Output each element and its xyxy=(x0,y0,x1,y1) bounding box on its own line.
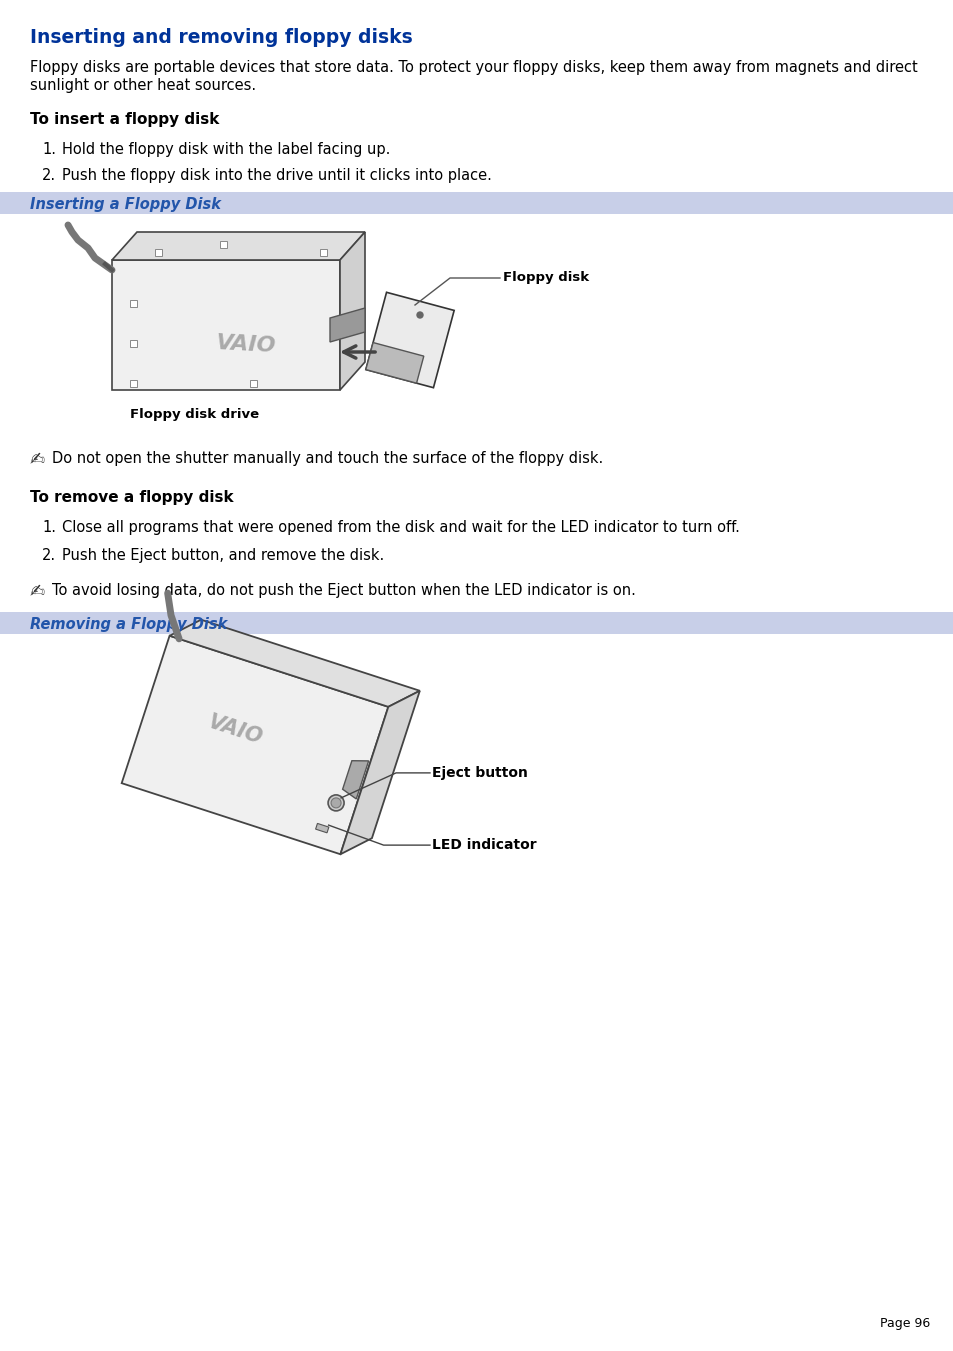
Text: Inserting and removing floppy disks: Inserting and removing floppy disks xyxy=(30,28,413,47)
Circle shape xyxy=(328,794,344,811)
Text: Push the Eject button, and remove the disk.: Push the Eject button, and remove the di… xyxy=(62,549,384,563)
Text: ✍: ✍ xyxy=(30,582,45,600)
Text: LED indicator: LED indicator xyxy=(432,838,536,852)
Bar xyxy=(0,612,953,634)
Text: VAIO: VAIO xyxy=(205,712,265,748)
Polygon shape xyxy=(365,292,454,388)
Bar xyxy=(220,240,227,249)
Polygon shape xyxy=(340,690,419,854)
Text: 2.: 2. xyxy=(42,549,56,563)
Bar xyxy=(130,340,137,347)
Polygon shape xyxy=(112,259,339,390)
Text: Removing a Floppy Disk: Removing a Floppy Disk xyxy=(30,617,227,632)
Polygon shape xyxy=(342,761,368,798)
Text: 1.: 1. xyxy=(42,520,56,535)
Text: 2.: 2. xyxy=(42,168,56,182)
Text: Floppy disk drive: Floppy disk drive xyxy=(131,408,259,422)
Text: Eject button: Eject button xyxy=(432,766,527,780)
Text: Page 96: Page 96 xyxy=(879,1317,929,1329)
Bar xyxy=(130,300,137,307)
Bar xyxy=(319,249,327,255)
Polygon shape xyxy=(339,232,365,390)
Text: 1.: 1. xyxy=(42,142,56,157)
Text: To insert a floppy disk: To insert a floppy disk xyxy=(30,112,219,127)
Text: Floppy disks are portable devices that store data. To protect your floppy disks,: Floppy disks are portable devices that s… xyxy=(30,59,917,76)
Text: Push the floppy disk into the drive until it clicks into place.: Push the floppy disk into the drive unti… xyxy=(62,168,492,182)
Text: sunlight or other heat sources.: sunlight or other heat sources. xyxy=(30,78,255,93)
Bar xyxy=(130,380,137,386)
Circle shape xyxy=(416,312,422,317)
Polygon shape xyxy=(112,232,365,259)
Text: Hold the floppy disk with the label facing up.: Hold the floppy disk with the label faci… xyxy=(62,142,390,157)
Polygon shape xyxy=(330,308,365,342)
Text: Floppy disk: Floppy disk xyxy=(502,272,589,285)
Text: VAIO: VAIO xyxy=(214,334,275,357)
Bar xyxy=(315,823,329,832)
Text: Do not open the shutter manually and touch the surface of the floppy disk.: Do not open the shutter manually and tou… xyxy=(52,451,602,466)
Polygon shape xyxy=(122,636,388,854)
Text: Inserting a Floppy Disk: Inserting a Floppy Disk xyxy=(30,197,221,212)
Text: To avoid losing data, do not push the Eject button when the LED indicator is on.: To avoid losing data, do not push the Ej… xyxy=(52,584,636,598)
Bar xyxy=(154,249,162,255)
Text: Close all programs that were opened from the disk and wait for the LED indicator: Close all programs that were opened from… xyxy=(62,520,740,535)
Polygon shape xyxy=(170,620,419,707)
Circle shape xyxy=(331,798,341,808)
Polygon shape xyxy=(365,343,423,384)
Text: ✍: ✍ xyxy=(30,450,45,467)
Bar xyxy=(250,380,256,386)
Bar xyxy=(0,192,953,213)
Text: To remove a floppy disk: To remove a floppy disk xyxy=(30,490,233,505)
